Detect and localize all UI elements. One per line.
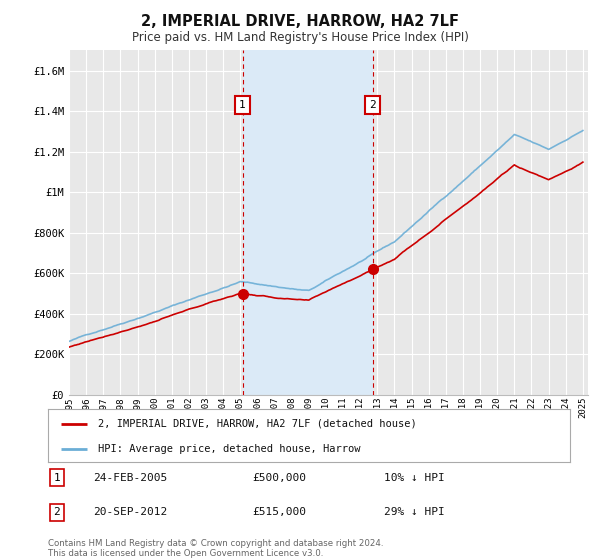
Text: 2, IMPERIAL DRIVE, HARROW, HA2 7LF: 2, IMPERIAL DRIVE, HARROW, HA2 7LF <box>141 14 459 29</box>
Text: 29% ↓ HPI: 29% ↓ HPI <box>384 507 445 517</box>
Text: 20-SEP-2012: 20-SEP-2012 <box>93 507 167 517</box>
Text: £515,000: £515,000 <box>252 507 306 517</box>
Text: 1: 1 <box>239 100 246 110</box>
Text: 10% ↓ HPI: 10% ↓ HPI <box>384 473 445 483</box>
Text: 1: 1 <box>53 473 61 483</box>
Text: 2: 2 <box>369 100 376 110</box>
Text: HPI: Average price, detached house, Harrow: HPI: Average price, detached house, Harr… <box>98 444 360 454</box>
Text: Price paid vs. HM Land Registry's House Price Index (HPI): Price paid vs. HM Land Registry's House … <box>131 31 469 44</box>
Text: 24-FEB-2005: 24-FEB-2005 <box>93 473 167 483</box>
Text: Contains HM Land Registry data © Crown copyright and database right 2024.
This d: Contains HM Land Registry data © Crown c… <box>48 539 383 558</box>
Text: 2, IMPERIAL DRIVE, HARROW, HA2 7LF (detached house): 2, IMPERIAL DRIVE, HARROW, HA2 7LF (deta… <box>98 419 416 429</box>
Text: £500,000: £500,000 <box>252 473 306 483</box>
Bar <box>242 50 373 395</box>
Text: 2: 2 <box>53 507 61 517</box>
